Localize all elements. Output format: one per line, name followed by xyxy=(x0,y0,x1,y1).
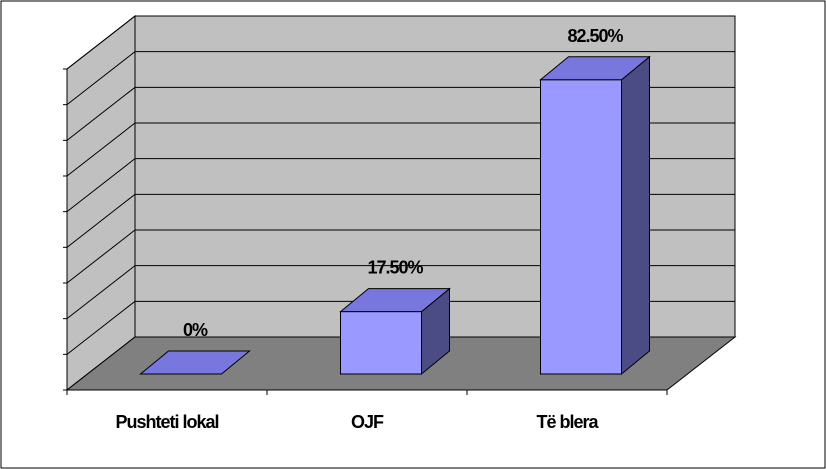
bar xyxy=(339,287,451,376)
gridline-side xyxy=(66,193,136,248)
gridline-side xyxy=(66,158,136,213)
bar-top xyxy=(339,288,451,313)
bar-top xyxy=(539,56,651,81)
gridline-side xyxy=(66,51,136,106)
bar-side xyxy=(621,55,650,376)
gridline-side xyxy=(66,15,136,70)
gridline-side xyxy=(66,122,136,177)
bar-top xyxy=(139,350,251,375)
gridline-side xyxy=(66,86,136,141)
data-label: 82.50% xyxy=(567,26,623,46)
data-label: 0% xyxy=(183,320,208,340)
bar-front xyxy=(340,311,422,375)
bar-front xyxy=(540,79,622,375)
gridline-side xyxy=(66,229,136,284)
data-label: 17.50% xyxy=(367,258,423,278)
gridline-side xyxy=(66,265,136,320)
x-tick-label: Të blera xyxy=(536,412,599,432)
bar xyxy=(139,350,251,375)
bar xyxy=(539,55,651,376)
x-tick-label: OJF xyxy=(351,412,384,432)
gridline-side xyxy=(66,300,136,355)
side-wall xyxy=(66,14,136,392)
x-tick-label: Pushteti lokal xyxy=(115,412,218,432)
